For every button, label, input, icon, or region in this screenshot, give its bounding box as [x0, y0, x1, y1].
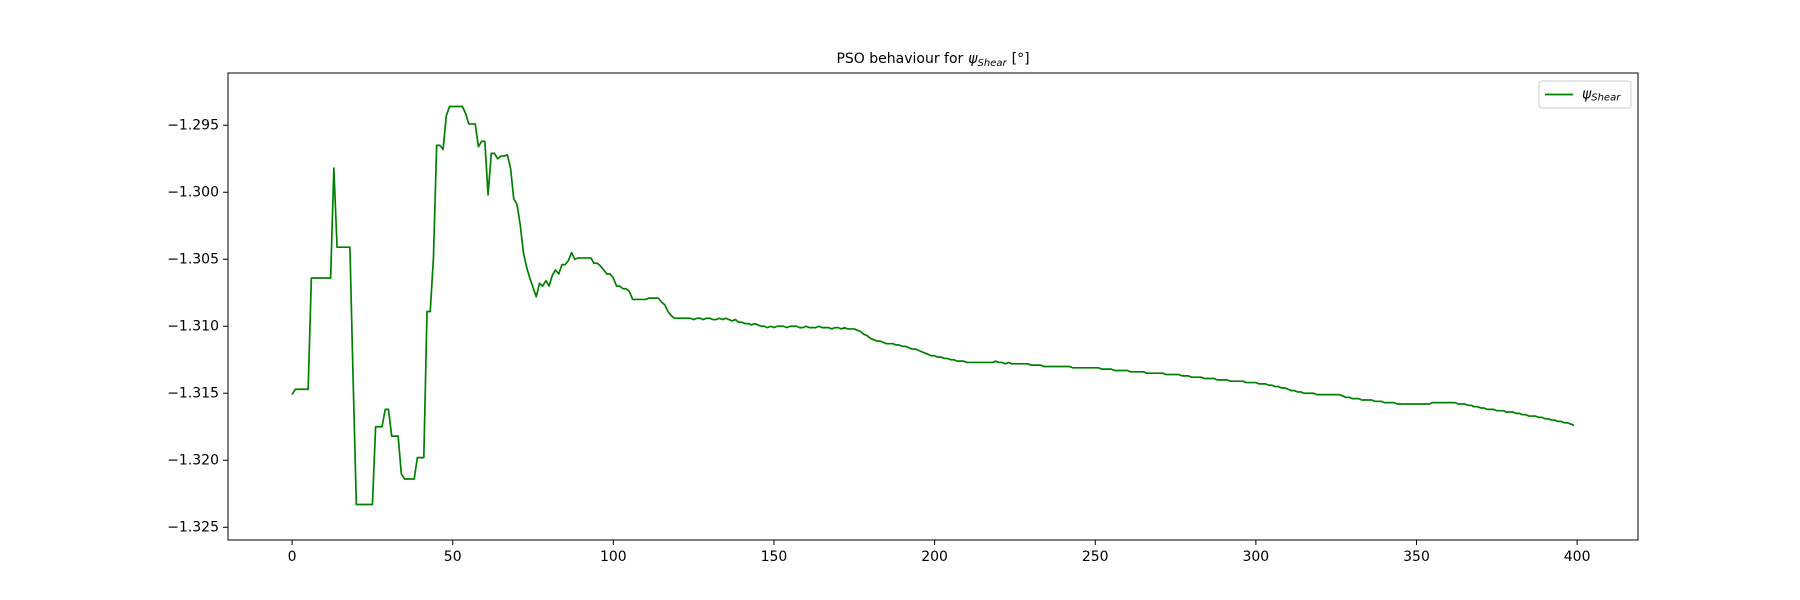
legend-symbol: ψ	[1582, 87, 1592, 103]
x-tick-label: 350	[1403, 549, 1430, 565]
legend-subscript: Shear	[1591, 93, 1621, 104]
y-tick-label: −1.315	[167, 385, 219, 401]
plot-frame	[227, 72, 1639, 541]
x-tick-label: 400	[1564, 549, 1591, 565]
x-tick-label: 50	[444, 549, 462, 565]
data-line	[291, 105, 1575, 506]
y-tick-label: −1.305	[167, 251, 219, 267]
x-tick-label: 250	[1082, 549, 1109, 565]
y-tick-label: −1.325	[167, 519, 219, 535]
title-symbol: ψ	[968, 51, 978, 67]
y-tick-label: −1.300	[167, 184, 219, 200]
x-tick-label: 100	[600, 549, 627, 565]
legend-box	[1538, 80, 1632, 109]
chart-title: PSO behaviour for ψShear [°]	[836, 51, 1029, 69]
y-tick-label: −1.295	[167, 117, 219, 133]
title-subscript: Shear	[978, 58, 1008, 69]
x-tick-label: 0	[288, 549, 297, 565]
title-text: PSO behaviour for	[836, 51, 963, 67]
y-tick-label: −1.310	[167, 318, 219, 334]
y-tick-label: −1.320	[167, 452, 219, 468]
x-tick-label: 300	[1242, 549, 1269, 565]
title-unit: [°]	[1012, 51, 1030, 67]
x-tick-label: 150	[761, 549, 788, 565]
legend-label: ψShear	[1582, 87, 1621, 104]
x-tick-label: 200	[921, 549, 948, 565]
